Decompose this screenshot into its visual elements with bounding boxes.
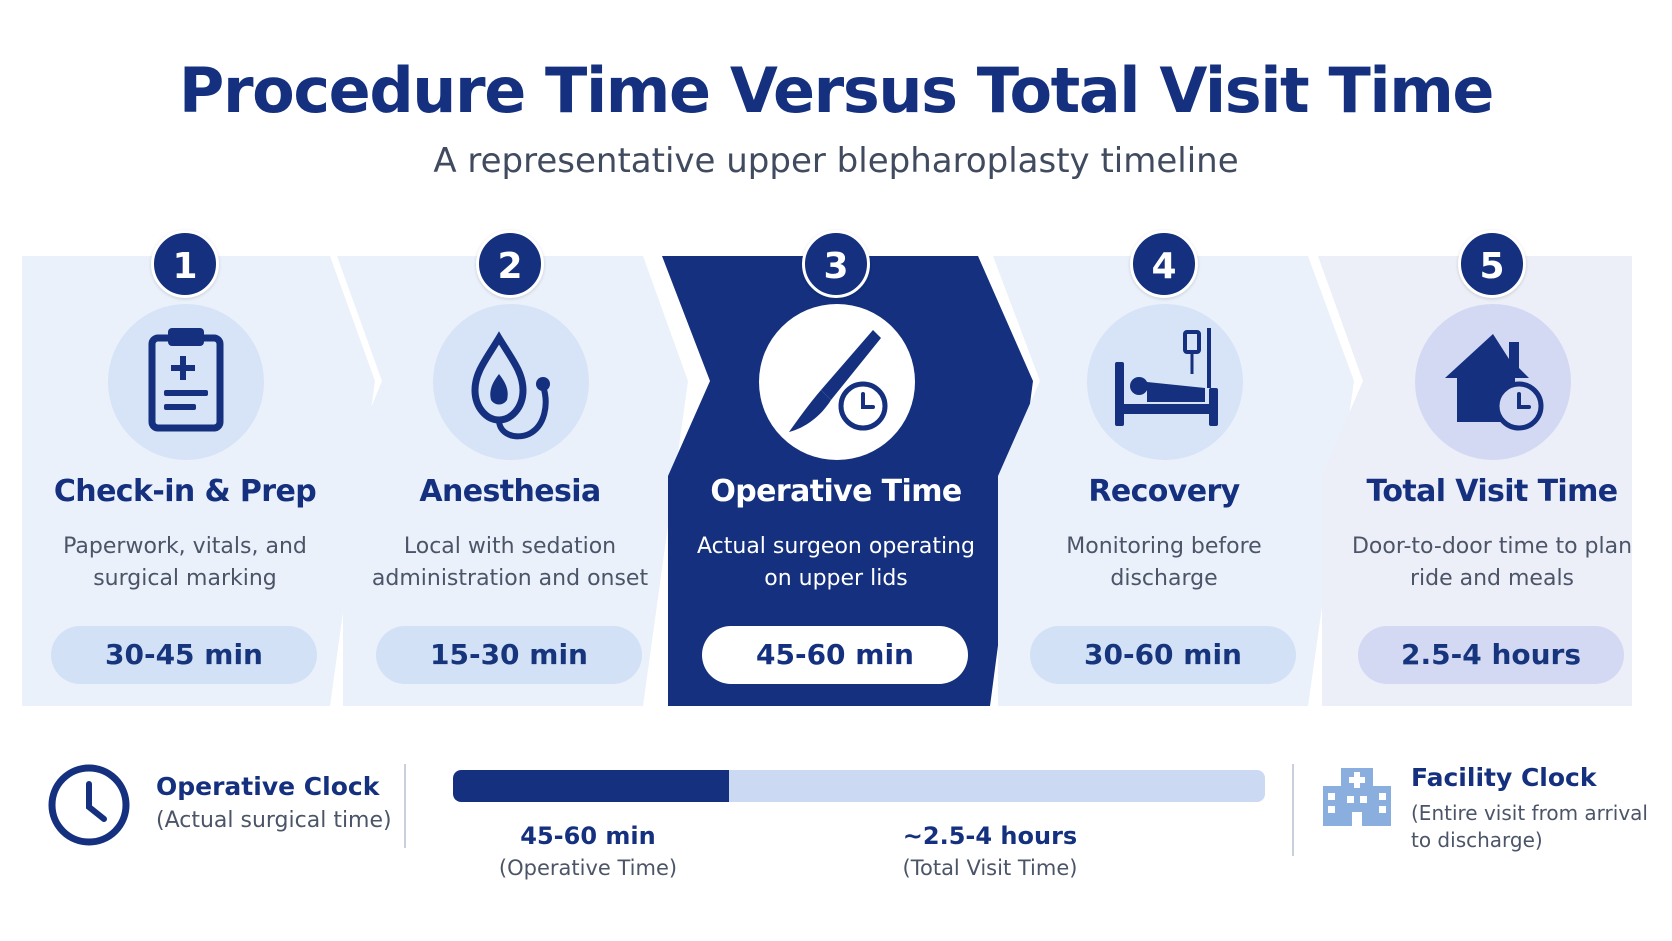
icon-circle xyxy=(759,304,915,460)
step-title: Anesthesia xyxy=(419,474,601,509)
duration-pill: 30-60 min xyxy=(1030,626,1296,684)
step-title: Total Visit Time xyxy=(1366,474,1618,509)
facility-clock-title: Facility Clock xyxy=(1411,763,1597,792)
step-number: 4 xyxy=(1130,230,1198,298)
step-title: Check-in & Prep xyxy=(53,474,317,509)
step-number: 1 xyxy=(151,230,219,298)
clipboard-icon xyxy=(148,328,224,432)
recovery-bed-icon xyxy=(1115,328,1218,426)
icon-circle xyxy=(433,304,589,460)
duration-pill: 2.5-4 hours xyxy=(1358,626,1624,684)
operative-time-sublabel: (Operative Time) xyxy=(498,856,678,880)
duration-pill: 45-60 min xyxy=(702,626,968,684)
time-comparison-bar xyxy=(453,770,1265,802)
step-number: 3 xyxy=(802,230,870,298)
anesthesia-mask-icon xyxy=(471,331,550,440)
step-panel-3 xyxy=(662,256,1033,706)
step-total-visit-time: 5 Total Visit Time Door-to-door time to … xyxy=(1327,226,1657,706)
step-description: Paperwork, vitals, and surgical marking xyxy=(63,534,307,591)
duration-pill: 30-45 min xyxy=(51,626,317,684)
operative-clock-title: Operative Clock xyxy=(156,772,380,801)
facility-clock-subtitle: (Entire visit from arrival to discharge) xyxy=(1411,801,1648,852)
icon-circle xyxy=(1415,304,1571,460)
divider-left xyxy=(404,764,406,848)
operative-clock-subtitle: (Actual surgical time) xyxy=(156,808,392,833)
step-panel-4 xyxy=(993,256,1354,706)
step-title: Operative Time xyxy=(710,474,962,509)
step-description: Door-to-door time to plan ride and meals xyxy=(1351,534,1633,591)
icon-circle xyxy=(108,304,264,460)
duration-pill: 15-30 min xyxy=(376,626,642,684)
total-visit-sublabel: (Total Visit Time) xyxy=(902,856,1078,880)
page-subtitle: A representative upper blepharoplasty ti… xyxy=(433,141,1239,181)
divider-right xyxy=(1292,764,1294,856)
step-anesthesia: 2 Anesthesia Local with sedation adminis… xyxy=(345,226,675,706)
step-title: Recovery xyxy=(1088,474,1240,509)
icon-circle xyxy=(1087,304,1243,460)
scalpel-clock-icon xyxy=(789,330,888,432)
operative-time-fill xyxy=(453,770,730,802)
clock-icon xyxy=(48,764,130,846)
home-clock-icon xyxy=(1445,334,1544,431)
step-check-in: 1 Check-in & Prep Paperwork, vitals, and… xyxy=(20,226,350,706)
step-description: Local with sedation administration and o… xyxy=(371,534,649,591)
hospital-building-icon xyxy=(1323,768,1391,826)
step-number: 5 xyxy=(1458,230,1526,298)
step-operative-time: 3 Operative Time Actual surgeon operatin… xyxy=(671,226,1001,706)
total-visit-label: ~2.5-4 hours xyxy=(902,822,1078,850)
step-description: Monitoring before discharge xyxy=(1066,534,1262,591)
step-panel-2 xyxy=(337,256,688,706)
page-title: Procedure Time Versus Total Visit Time xyxy=(178,54,1495,127)
step-description: Actual surgeon operating on upper lids xyxy=(696,534,975,591)
step-recovery: 4 Recovery Monitoring before discharge 3… xyxy=(999,226,1329,706)
operative-time-label: 45-60 min xyxy=(520,822,656,850)
step-number: 2 xyxy=(476,230,544,298)
